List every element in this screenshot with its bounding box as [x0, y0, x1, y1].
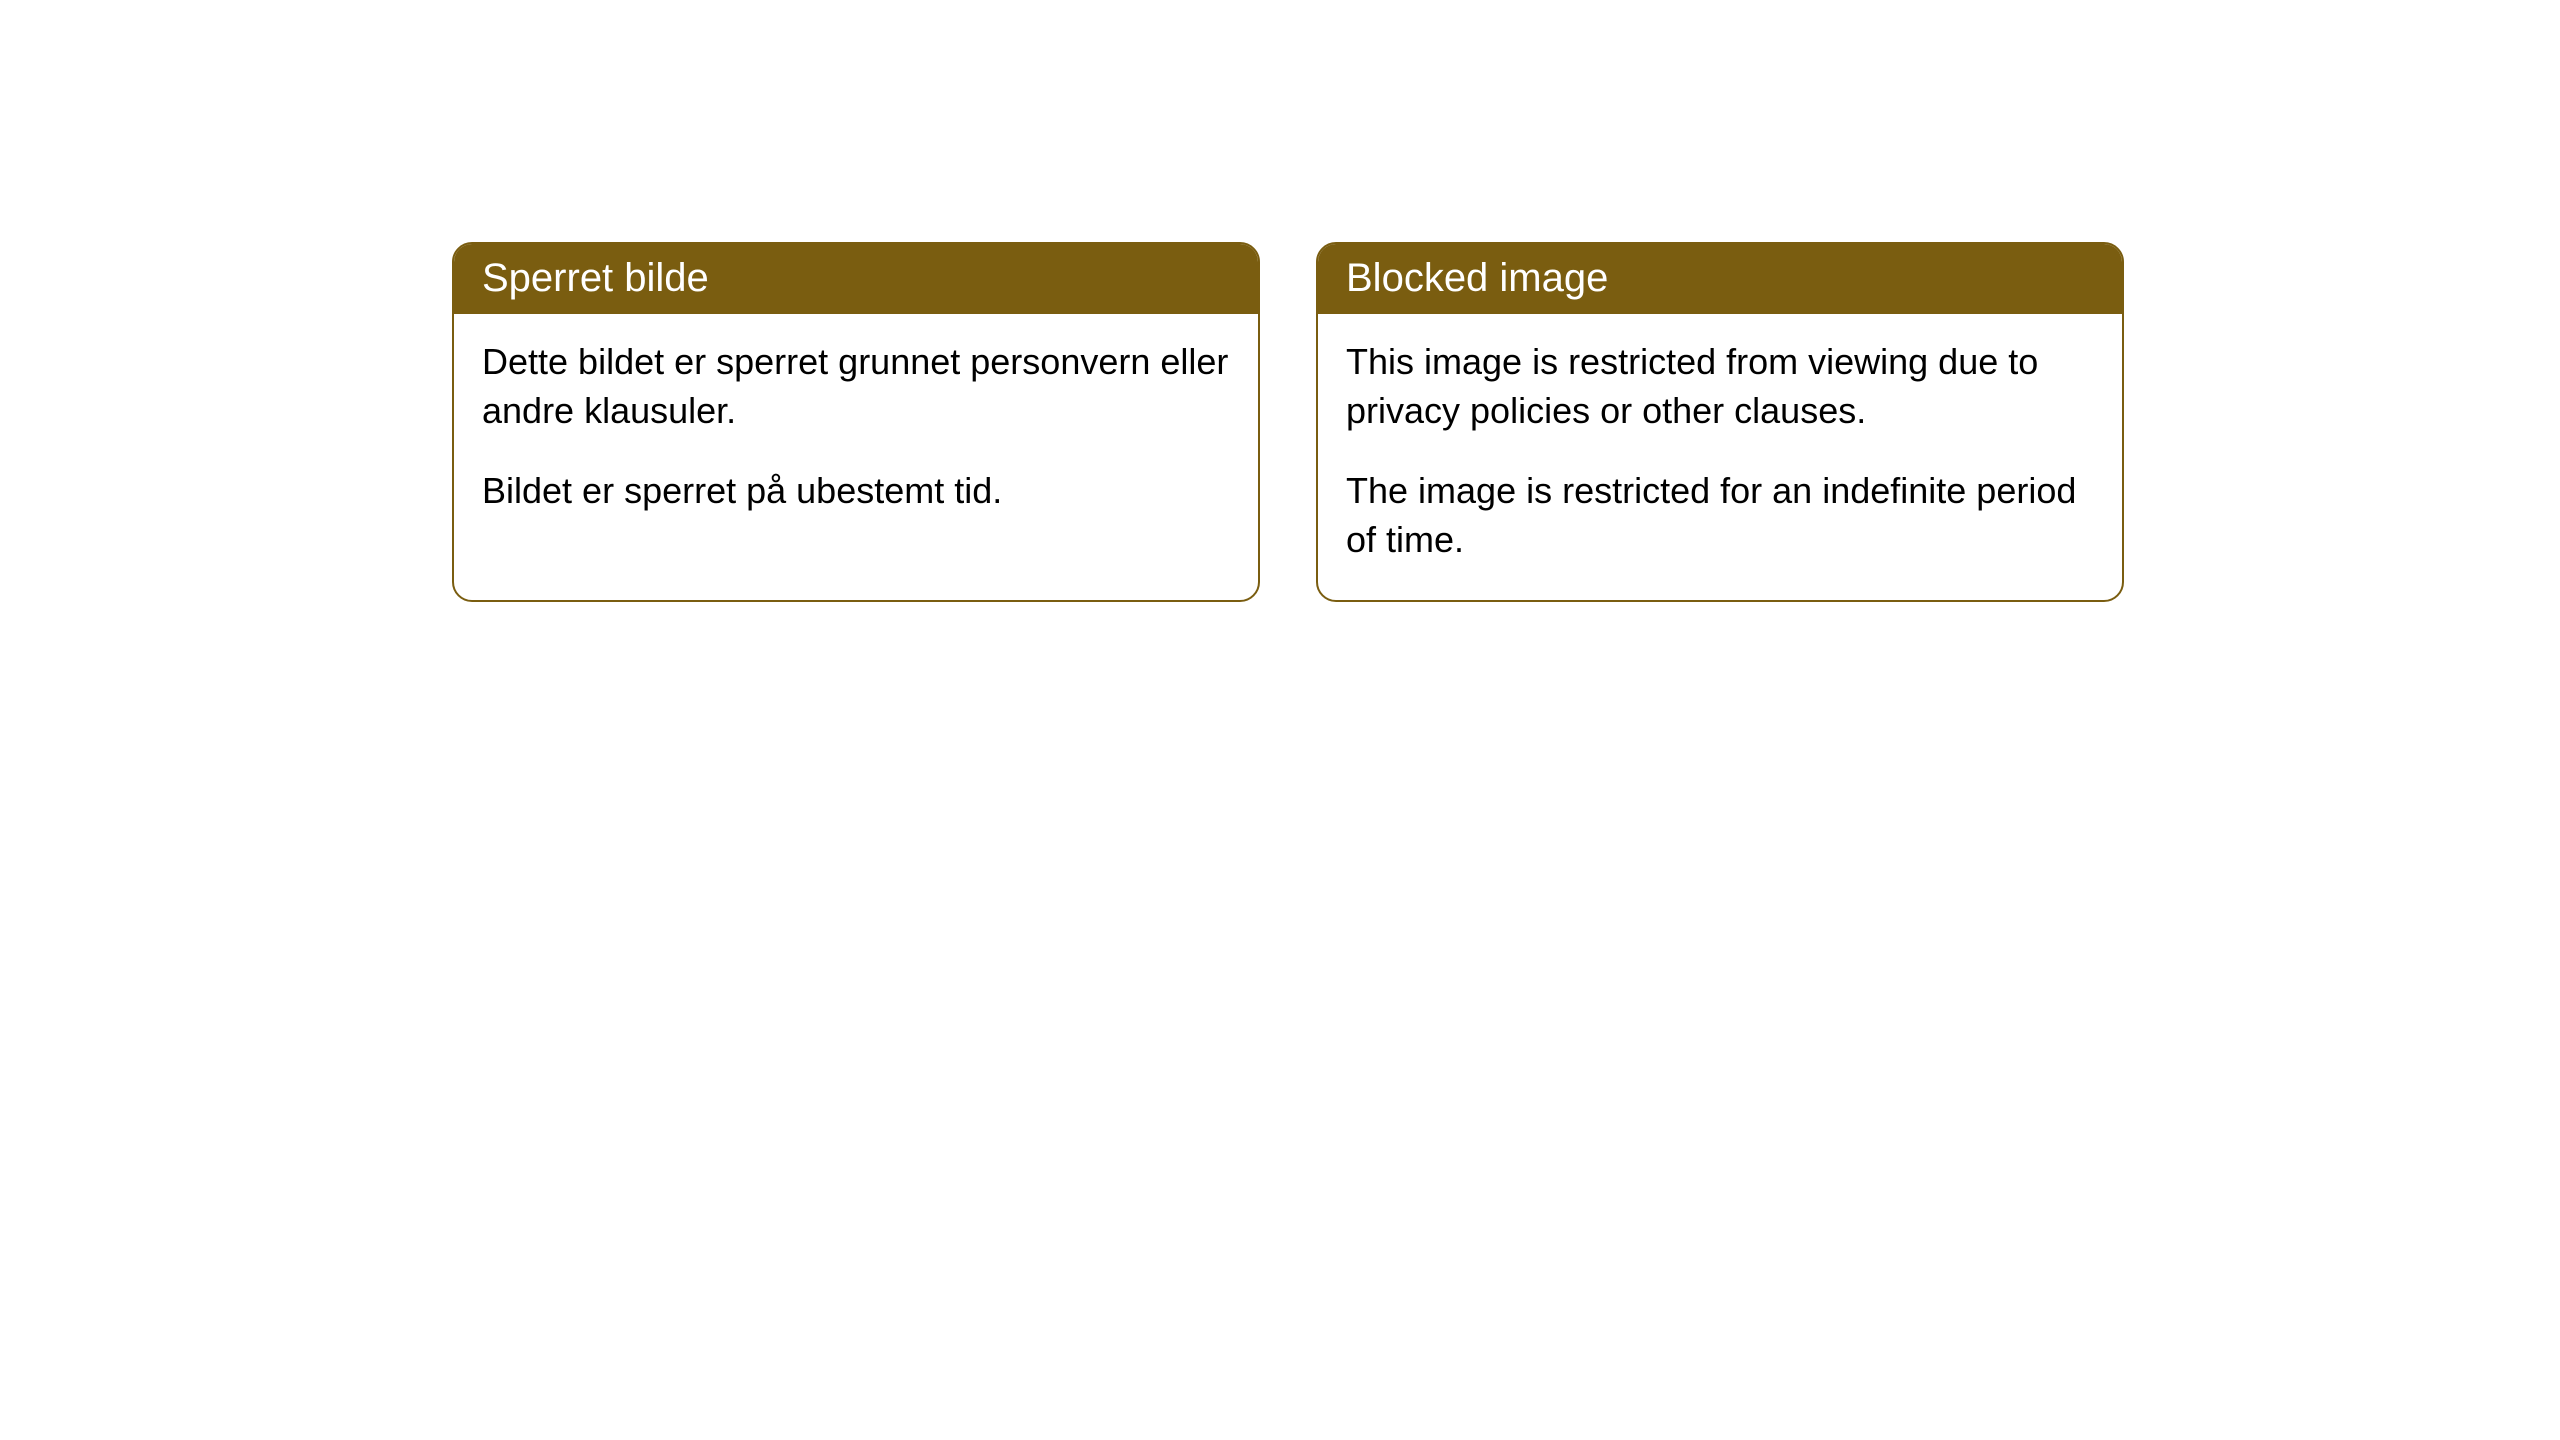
card-body: This image is restricted from viewing du…	[1318, 314, 2122, 600]
blocked-image-card-no: Sperret bilde Dette bildet er sperret gr…	[452, 242, 1260, 602]
card-paragraph: Dette bildet er sperret grunnet personve…	[482, 338, 1230, 435]
blocked-image-card-en: Blocked image This image is restricted f…	[1316, 242, 2124, 602]
card-body: Dette bildet er sperret grunnet personve…	[454, 314, 1258, 552]
card-header: Sperret bilde	[454, 244, 1258, 314]
card-paragraph: The image is restricted for an indefinit…	[1346, 467, 2094, 564]
card-container: Sperret bilde Dette bildet er sperret gr…	[452, 242, 2124, 602]
card-paragraph: This image is restricted from viewing du…	[1346, 338, 2094, 435]
card-paragraph: Bildet er sperret på ubestemt tid.	[482, 467, 1230, 516]
card-header: Blocked image	[1318, 244, 2122, 314]
